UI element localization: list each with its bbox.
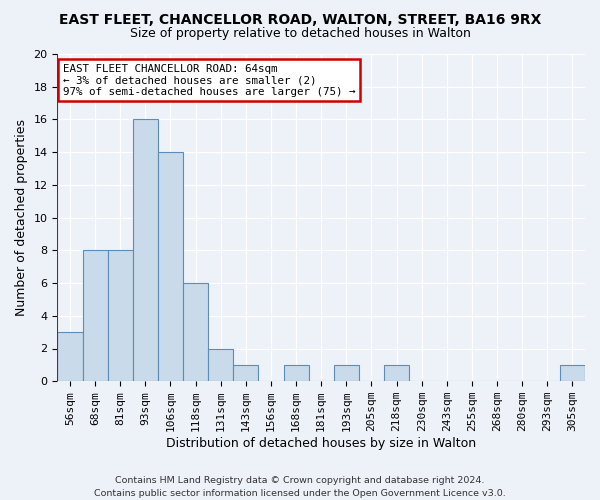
Text: EAST FLEET CHANCELLOR ROAD: 64sqm
← 3% of detached houses are smaller (2)
97% of: EAST FLEET CHANCELLOR ROAD: 64sqm ← 3% o… [62, 64, 355, 97]
Bar [334, 365, 359, 381]
Bar [107, 250, 133, 381]
Bar [133, 120, 158, 381]
Bar [233, 365, 259, 381]
Bar [158, 152, 183, 381]
Bar [183, 283, 208, 381]
Text: Contains HM Land Registry data © Crown copyright and database right 2024.
Contai: Contains HM Land Registry data © Crown c… [94, 476, 506, 498]
Bar [58, 332, 83, 381]
Bar [83, 250, 107, 381]
Bar [560, 365, 585, 381]
Bar [208, 348, 233, 381]
Text: Size of property relative to detached houses in Walton: Size of property relative to detached ho… [130, 28, 470, 40]
Text: EAST FLEET, CHANCELLOR ROAD, WALTON, STREET, BA16 9RX: EAST FLEET, CHANCELLOR ROAD, WALTON, STR… [59, 12, 541, 26]
Bar [384, 365, 409, 381]
X-axis label: Distribution of detached houses by size in Walton: Distribution of detached houses by size … [166, 437, 476, 450]
Bar [284, 365, 308, 381]
Y-axis label: Number of detached properties: Number of detached properties [15, 119, 28, 316]
